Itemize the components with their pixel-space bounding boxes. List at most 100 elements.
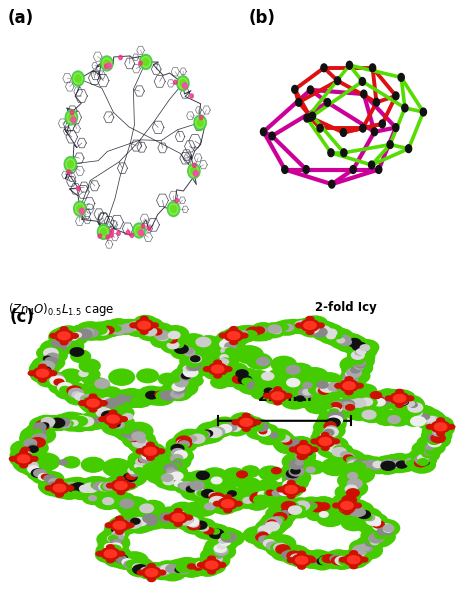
Circle shape	[124, 428, 143, 440]
Circle shape	[131, 452, 159, 469]
Circle shape	[332, 447, 346, 456]
Circle shape	[287, 494, 295, 498]
Circle shape	[49, 373, 71, 388]
Circle shape	[323, 429, 334, 436]
Circle shape	[132, 462, 150, 473]
Circle shape	[328, 412, 347, 424]
Circle shape	[155, 564, 176, 576]
Circle shape	[123, 464, 146, 479]
Circle shape	[429, 423, 452, 437]
Circle shape	[292, 459, 313, 473]
Circle shape	[381, 461, 395, 470]
Circle shape	[255, 385, 278, 398]
Circle shape	[210, 343, 235, 358]
Circle shape	[417, 446, 438, 459]
Circle shape	[13, 453, 32, 465]
Circle shape	[311, 439, 319, 444]
Circle shape	[316, 431, 340, 446]
Circle shape	[35, 415, 57, 429]
Circle shape	[328, 441, 341, 450]
Circle shape	[126, 458, 150, 473]
Circle shape	[141, 323, 151, 330]
Circle shape	[269, 132, 275, 140]
Circle shape	[199, 492, 216, 503]
Circle shape	[159, 563, 180, 576]
Circle shape	[218, 562, 226, 567]
Circle shape	[115, 517, 137, 531]
Circle shape	[76, 416, 99, 430]
Circle shape	[291, 553, 300, 558]
Circle shape	[51, 377, 72, 390]
Circle shape	[339, 380, 358, 392]
Circle shape	[348, 551, 367, 563]
Circle shape	[374, 531, 386, 539]
Circle shape	[117, 551, 125, 556]
Circle shape	[189, 518, 211, 533]
Circle shape	[133, 564, 142, 570]
Circle shape	[211, 529, 219, 534]
Circle shape	[369, 529, 395, 545]
Circle shape	[178, 516, 192, 525]
Circle shape	[83, 397, 102, 409]
Circle shape	[90, 401, 111, 415]
Circle shape	[292, 552, 314, 567]
Circle shape	[125, 396, 134, 401]
Circle shape	[73, 201, 86, 216]
Circle shape	[356, 360, 365, 366]
Circle shape	[138, 230, 144, 236]
Circle shape	[63, 457, 80, 468]
Circle shape	[328, 441, 346, 453]
Circle shape	[146, 455, 154, 460]
Circle shape	[115, 320, 134, 332]
Circle shape	[425, 432, 450, 448]
Circle shape	[349, 342, 377, 359]
Circle shape	[225, 503, 234, 508]
Circle shape	[130, 516, 148, 528]
Circle shape	[99, 393, 124, 409]
Circle shape	[207, 529, 231, 544]
Circle shape	[132, 438, 147, 447]
Circle shape	[366, 457, 385, 470]
Circle shape	[103, 479, 122, 491]
Circle shape	[138, 562, 164, 579]
Circle shape	[194, 429, 217, 444]
Circle shape	[166, 468, 175, 473]
Circle shape	[319, 388, 329, 394]
Circle shape	[177, 76, 189, 91]
Circle shape	[188, 351, 210, 365]
Circle shape	[214, 373, 221, 378]
Circle shape	[181, 515, 206, 530]
Circle shape	[210, 352, 236, 368]
Circle shape	[159, 384, 185, 400]
Circle shape	[120, 499, 134, 508]
Circle shape	[226, 372, 237, 380]
Circle shape	[30, 364, 53, 379]
Circle shape	[283, 319, 303, 332]
Circle shape	[410, 416, 426, 426]
Circle shape	[134, 448, 155, 462]
Circle shape	[273, 544, 294, 558]
Circle shape	[190, 166, 198, 177]
Circle shape	[77, 482, 95, 494]
Circle shape	[44, 356, 51, 361]
Circle shape	[42, 477, 65, 492]
Circle shape	[147, 323, 174, 340]
Text: 2.9 nm: 2.9 nm	[257, 391, 311, 404]
Circle shape	[336, 381, 354, 392]
Circle shape	[79, 208, 84, 214]
Circle shape	[356, 464, 365, 470]
Circle shape	[257, 479, 279, 493]
Circle shape	[56, 331, 69, 339]
Circle shape	[352, 342, 366, 350]
Circle shape	[194, 522, 220, 539]
Circle shape	[353, 461, 375, 476]
Circle shape	[235, 376, 258, 390]
Circle shape	[126, 560, 134, 565]
Circle shape	[298, 503, 319, 515]
Circle shape	[316, 323, 344, 341]
Circle shape	[285, 438, 304, 450]
Circle shape	[100, 535, 125, 550]
Circle shape	[310, 501, 329, 513]
Circle shape	[254, 385, 266, 393]
Circle shape	[105, 396, 124, 408]
